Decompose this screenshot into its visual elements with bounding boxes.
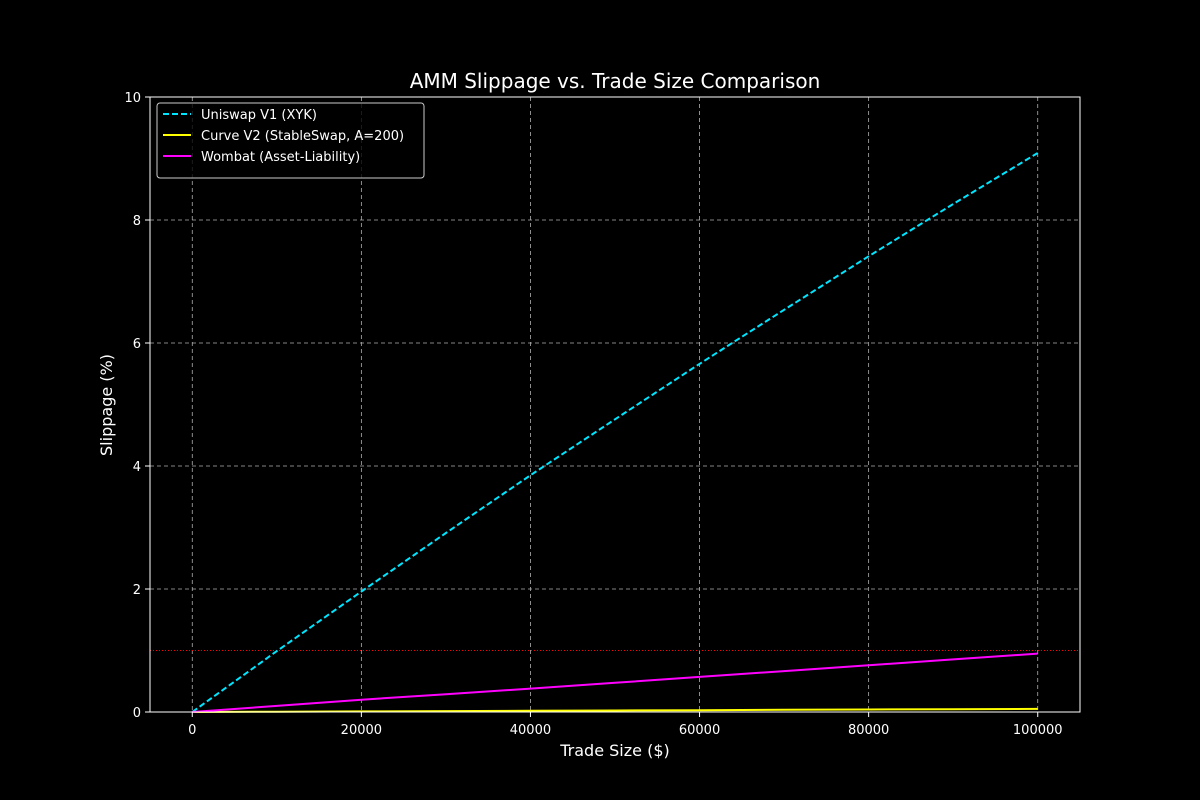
y-tick-label-0: 0 [133,706,141,721]
x-tick-label-4: 80000 [848,723,889,738]
x-axis-ticks: 0 20000 40000 60000 80000 100000 [188,712,1063,738]
series-line-0 [191,152,1039,713]
y-tick-label-1: 2 [133,583,141,598]
plot-frame [149,96,1081,713]
legend-label-0: Uniswap V1 (XYK) [201,108,317,123]
y-axis-ticks: 0 2 4 6 8 10 [124,91,150,721]
x-tick-label-2: 40000 [510,723,551,738]
y-tick-label-5: 10 [124,91,141,106]
x-axis-label: Trade Size ($) [559,741,669,760]
chart-title: AMM Slippage vs. Trade Size Comparison [410,69,821,93]
x-tick-label-0: 0 [188,723,196,738]
x-tick-label-5: 100000 [1013,723,1063,738]
y-tick-label-3: 6 [133,337,141,352]
legend-box [156,102,425,179]
y-axis-label: Slippage (%) [97,354,116,456]
series-line-2 [192,652,1038,713]
x-tick-label-1: 20000 [341,723,382,738]
legend-label-2: Wombat (Asset-Liability) [201,150,360,165]
y-tick-label-4: 8 [133,214,141,229]
legend-label-1: Curve V2 (StableSwap, A=200) [201,129,404,144]
y-tick-label-2: 4 [133,460,141,475]
legend: Uniswap V1 (XYK) Curve V2 (StableSwap, A=… [156,102,425,179]
x-tick-label-3: 60000 [679,723,720,738]
